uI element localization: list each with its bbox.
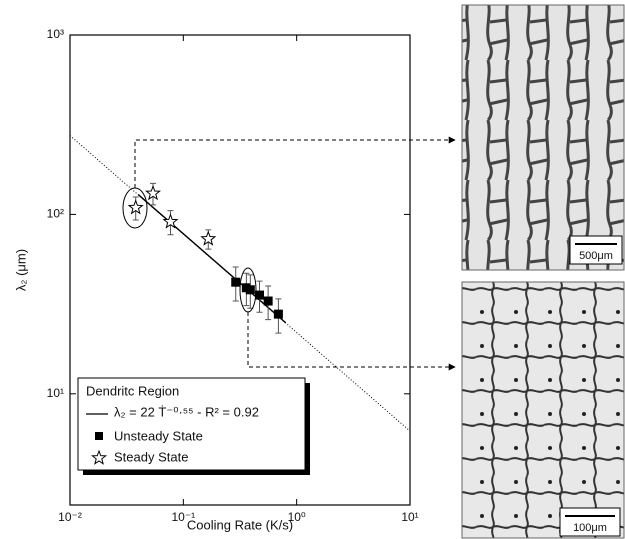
- legend-marker: [90, 449, 108, 465]
- fit-line: [137, 194, 287, 324]
- legend-marker: [95, 432, 103, 440]
- legend-title: Dendritc Region: [86, 383, 179, 398]
- x-tick-label: 10¹: [401, 510, 418, 524]
- scale-bar-box: [569, 235, 623, 265]
- micrograph: [461, 281, 625, 539]
- point: [162, 213, 179, 229]
- x-tick-label: 10⁻²: [58, 510, 82, 524]
- x-axis-label: Cooling Rate (K/s): [187, 517, 293, 532]
- point: [231, 277, 241, 287]
- point: [263, 296, 273, 306]
- legend-label: λ₂ = 22 Ṫ⁻⁰·⁵⁵ - R² = 0.92: [114, 404, 259, 419]
- scale-label: 100μm: [573, 522, 607, 534]
- plot-frame: [69, 34, 411, 506]
- point: [144, 184, 162, 201]
- x-tick-label: 10⁰: [288, 510, 306, 524]
- point: [127, 199, 144, 215]
- legend-label: Steady State: [114, 449, 188, 464]
- legend: [77, 377, 306, 471]
- y-tick-label: 10¹: [47, 386, 64, 400]
- point: [200, 230, 217, 246]
- point: [255, 290, 265, 300]
- arrow: [134, 136, 456, 188]
- y-tick-label: 10²: [47, 207, 64, 221]
- legend-label: Unsteady State: [114, 428, 203, 443]
- point: [273, 309, 283, 319]
- micrograph: [461, 4, 625, 271]
- point: [245, 285, 255, 295]
- scale-bar-box: [559, 507, 621, 537]
- scale-label: 500μm: [579, 250, 613, 262]
- y-tick-label: 10³: [47, 27, 64, 41]
- x-tick-label: 10⁻¹: [171, 510, 195, 524]
- arrow: [247, 312, 456, 371]
- y-axis-label: λ₂ (μm): [13, 249, 28, 291]
